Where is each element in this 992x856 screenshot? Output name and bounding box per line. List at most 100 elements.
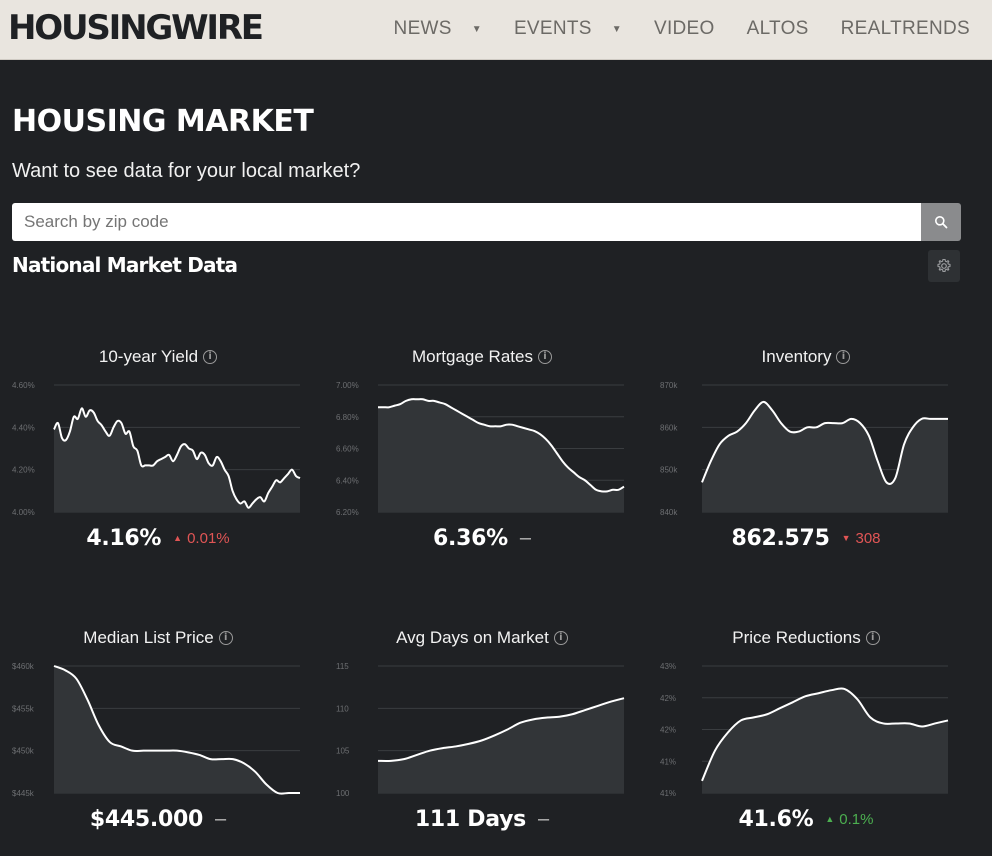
y-tick-label: 6.80% [336,413,359,422]
nav-item-events[interactable]: EVENTS ▼ [514,18,622,40]
card-value: 111 Days [414,806,526,832]
card-title: Inventory [761,347,832,366]
nav-item-realtrends[interactable]: REALTRENDS [841,18,970,40]
nav-item-altos[interactable]: ALTOS [747,18,809,40]
card-change-text: – [537,807,550,830]
y-tick-label: 42% [660,694,676,703]
arrow-up-icon: ▲ [173,533,183,543]
page-title: HOUSING MARKET [12,104,314,139]
y-tick-label: 42% [660,726,676,735]
series-area [378,698,624,793]
y-tick-label: 41% [660,789,676,798]
market-card-price-reductions: Price Reductions i 43% 42% 42% 41% 41% 41.6%… [656,626,956,856]
card-change: – [215,808,226,831]
y-tick-label: 7.00% [336,381,359,390]
housingwire-logo[interactable]: HOUSINGWIRE [8,8,264,48]
nav-item-news[interactable]: NEWS ▼ [394,18,482,40]
info-icon[interactable]: i [218,631,233,645]
section-title: National Market Data [12,253,238,277]
card-title: 10-year Yield [98,347,199,366]
series-line [701,400,948,485]
card-title: Median List Price [83,628,214,647]
card-change: – [520,527,531,550]
series-area [378,399,624,512]
y-tick-label: 4.20% [12,466,35,475]
chart-price-reductions: 43% 42% 42% 41% 41% [660,662,949,798]
arrow-down-icon: ▼ [841,533,851,543]
search-button[interactable] [921,203,961,241]
series-line [701,687,949,782]
card-title: Price Reductions [732,628,861,647]
y-tick-label: 4.60% [12,381,35,390]
card-change: ▲ 0.1% [825,811,873,828]
market-card-inventory: Inventory i 870k 860k 850k 840k 862.575 ▼ 3… [656,345,956,575]
y-tick-label: 860k [660,423,678,432]
card-change-text: – [215,807,227,830]
card-title: Avg Days on Market [396,628,549,647]
chart-mortgage-rates: 7.00% 6.80% 6.60% 6.40% 6.20% [336,381,625,517]
page-subtitle: Want to see data for your local market? [12,160,361,182]
card-change-text: 308 [855,529,881,547]
y-tick-label: 850k [660,466,678,475]
card-change: ▼ 308 [842,530,881,547]
y-tick-label: 4.00% [12,508,35,517]
series-area [702,401,948,512]
y-tick-label: 6.60% [336,445,359,454]
nav-item-label: VIDEO [653,18,715,39]
series-line [378,398,625,493]
y-tick-label: $460k [12,662,35,671]
main-nav: NEWS ▼ EVENTS ▼ VIDEO ALTOS REALTRENDS [362,0,970,58]
info-icon[interactable]: i [865,631,880,645]
info-icon[interactable]: i [203,350,218,364]
y-tick-label: 115 [336,662,349,671]
card-change-text: 0.1% [839,810,874,828]
card-change: – [538,808,549,831]
card-value: 41.6% [738,806,814,832]
card-value: 862.575 [731,525,830,551]
caret-down-icon: ▼ [611,23,622,35]
chart-median-list-price: $460k $455k $450k $445k [12,662,300,798]
y-tick-label: 870k [660,381,678,390]
nav-item-label: EVENTS [513,18,592,39]
y-tick-label: 43% [660,662,676,671]
card-change: ▲ 0.01% [173,530,229,547]
nav-item-label: REALTRENDS [840,18,970,39]
series-area [54,666,300,794]
series-line [53,407,301,509]
info-icon[interactable]: i [553,631,568,645]
y-tick-label: 6.40% [336,476,359,485]
gear-icon [937,258,951,272]
chart-10-year-yield: 4.60% 4.40% 4.20% 4.00% [12,381,301,517]
card-value: 6.36% [433,525,508,551]
y-tick-label: 840k [660,508,678,517]
market-card-median-list-price: Median List Price i $460k $455k $450k $445k… [8,626,308,856]
chart-avg-days-on-market: 115 110 105 100 [336,662,625,798]
nav-item-label: NEWS [393,18,452,39]
info-icon[interactable]: i [836,350,851,364]
y-tick-label: $450k [12,747,35,756]
nav-item-video[interactable]: VIDEO [654,18,715,40]
info-icon[interactable]: i [537,350,552,364]
zip-search-input[interactable] [12,203,921,241]
chart-inventory: 870k 860k 850k 840k [660,381,948,517]
arrow-up-icon: ▲ [825,814,835,824]
card-value: 4.16% [86,525,162,551]
card-change-text: 0.01% [187,529,230,547]
top-navigation-bar: HOUSINGWIRE NEWS ▼ EVENTS ▼ VIDEO ALTOS … [0,0,992,60]
y-tick-label: $455k [12,704,35,713]
y-tick-label: $445k [12,789,35,798]
card-value: $445.000 [89,806,203,832]
zip-search-bar [12,203,961,241]
series-line [377,697,625,762]
nav-item-label: ALTOS [746,18,809,39]
market-card-10-year-yield: 10-year Yield i 4.60% 4.40% 4.20% 4.00% 4.1… [8,345,308,575]
y-tick-label: 100 [336,789,350,798]
settings-button[interactable] [928,250,960,282]
caret-down-icon: ▼ [471,23,482,35]
series-area [702,688,948,793]
y-tick-label: 41% [660,757,676,766]
y-tick-label: 4.40% [12,423,35,432]
search-icon [935,216,948,229]
market-card-avg-days-on-market: Avg Days on Market i 115 110 105 100 111 Da… [332,626,632,856]
y-tick-label: 105 [336,747,350,756]
